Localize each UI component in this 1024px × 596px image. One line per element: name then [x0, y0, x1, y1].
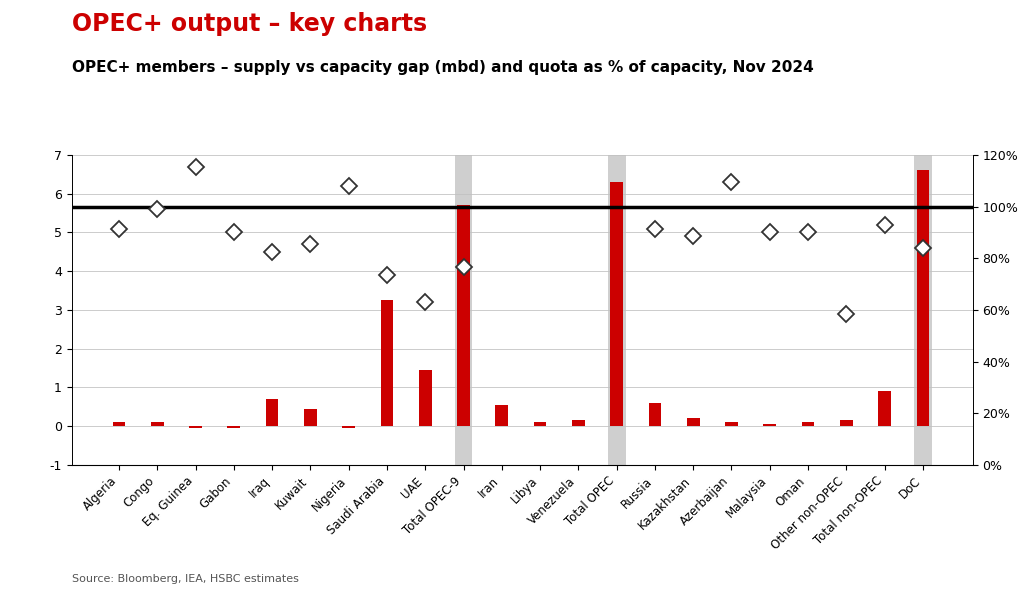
Bar [227, 426, 240, 428]
Bar [266, 399, 279, 426]
Bar [496, 405, 508, 426]
Bar [610, 182, 623, 426]
Bar [534, 422, 547, 426]
Text: OPEC+ members – supply vs capacity gap (mbd) and quota as % of capacity, Nov 202: OPEC+ members – supply vs capacity gap (… [72, 60, 813, 74]
Bar [802, 422, 814, 426]
Bar [687, 418, 699, 426]
Bar [381, 300, 393, 426]
Bar [879, 392, 891, 426]
Bar [607, 155, 626, 465]
Bar [840, 420, 853, 426]
Bar [725, 422, 738, 426]
Bar [113, 422, 125, 426]
Bar [151, 422, 164, 426]
Bar [916, 170, 929, 426]
Bar [419, 370, 431, 426]
Bar [648, 403, 662, 426]
Text: Source: Bloomberg, IEA, HSBC estimates: Source: Bloomberg, IEA, HSBC estimates [72, 574, 299, 584]
Bar [572, 420, 585, 426]
Bar [764, 424, 776, 426]
Bar [455, 155, 472, 465]
Bar [914, 155, 932, 465]
Bar [189, 426, 202, 428]
Text: OPEC+ output – key charts: OPEC+ output – key charts [72, 12, 427, 36]
Bar [342, 426, 355, 428]
Bar [457, 205, 470, 426]
Bar [304, 409, 316, 426]
